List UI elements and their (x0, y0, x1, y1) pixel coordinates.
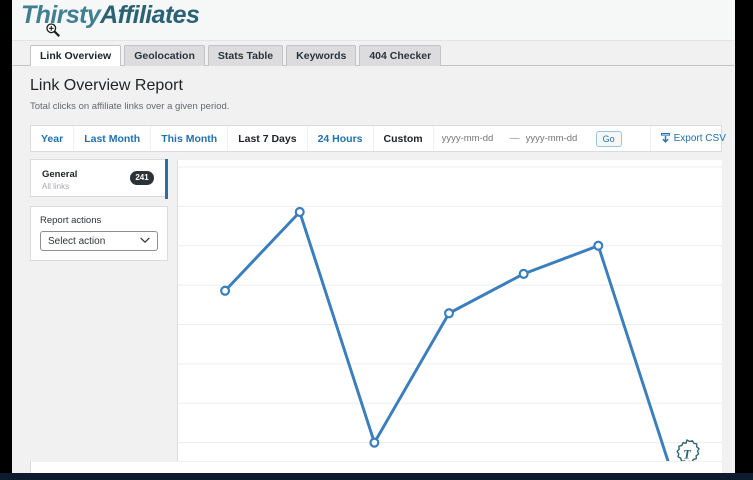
report-header: Link Overview Report Total clicks on aff… (12, 66, 735, 122)
chart-line-clicks (223, 210, 674, 473)
thirstyaffiliates-reports-page: ThirstyAffiliates Link Overview Geolocati… (12, 0, 735, 473)
go-button[interactable]: Go (595, 130, 622, 147)
filter-24-hours[interactable]: 24 Hours (308, 126, 374, 151)
filter-last-7-days[interactable]: Last 7 Days (228, 126, 308, 151)
logo-text-affiliates: Affiliates (100, 1, 200, 29)
export-csv-button[interactable]: Export CSV (649, 126, 735, 151)
report-actions-selected-value: Select action (48, 235, 106, 247)
clicks-line-chart[interactable]: T (177, 159, 722, 473)
report-actions-label: Report actions (40, 215, 102, 226)
chart-data-point[interactable] (369, 437, 380, 448)
chart-panel-footer (30, 461, 722, 473)
chart-data-point[interactable] (220, 285, 231, 296)
chevron-down-icon (140, 237, 150, 244)
frame-left-edge (0, 0, 12, 480)
chart-data-point[interactable] (444, 308, 455, 319)
report-actions-card: Report actions Select action (30, 206, 168, 261)
download-icon (660, 133, 670, 143)
date-from-input[interactable] (441, 133, 504, 144)
date-range-separator: — (509, 133, 520, 144)
date-to-input[interactable] (525, 133, 588, 144)
export-csv-label: Export CSV (673, 133, 726, 144)
tab-stats-table[interactable]: Stats Table (207, 45, 284, 66)
masthead: ThirstyAffiliates (12, 0, 735, 41)
tab-404-checker[interactable]: 404 Checker (359, 45, 442, 66)
tab-link-overview[interactable]: Link Overview (30, 45, 122, 66)
page-subtitle: Total clicks on affiliate links over a g… (30, 101, 230, 112)
custom-date-range: — Go (434, 126, 630, 151)
tab-geolocation[interactable]: Geolocation (124, 45, 205, 66)
frame-right-edge (735, 0, 753, 480)
chart-data-point[interactable] (593, 240, 604, 251)
filter-last-month[interactable]: Last Month (74, 126, 152, 151)
sidebar-item-general[interactable]: General All links 241 (30, 159, 168, 199)
chart-data-point[interactable] (294, 206, 305, 218)
thirstyaffiliates-logo: ThirstyAffiliates (21, 1, 200, 30)
filter-bar-spacer (630, 126, 650, 151)
filter-this-month[interactable]: This Month (151, 126, 229, 151)
tab-keywords[interactable]: Keywords (286, 45, 357, 66)
general-title: General (42, 169, 78, 180)
chart-data-point[interactable] (518, 268, 529, 279)
general-subtitle: All links (42, 182, 70, 191)
chart-canvas (178, 166, 722, 473)
page-title: Link Overview Report (30, 77, 183, 94)
date-range-filter-bar: Year Last Month This Month Last 7 Days 2… (30, 125, 726, 152)
logo-text-thirsty: Thirsty (21, 1, 101, 29)
filter-year[interactable]: Year (31, 126, 75, 151)
report-sidebar: General All links 241 Report actions Sel… (30, 159, 168, 261)
filter-custom-label[interactable]: Custom (374, 126, 434, 151)
tab-bar: Link Overview Geolocation Stats Table Keywo… (12, 41, 735, 66)
report-actions-select[interactable]: Select action (40, 231, 158, 251)
report-body: General All links 241 Report actions Sel… (30, 159, 722, 473)
general-count-badge: 241 (130, 171, 154, 185)
frame-bottom-edge (0, 473, 753, 480)
